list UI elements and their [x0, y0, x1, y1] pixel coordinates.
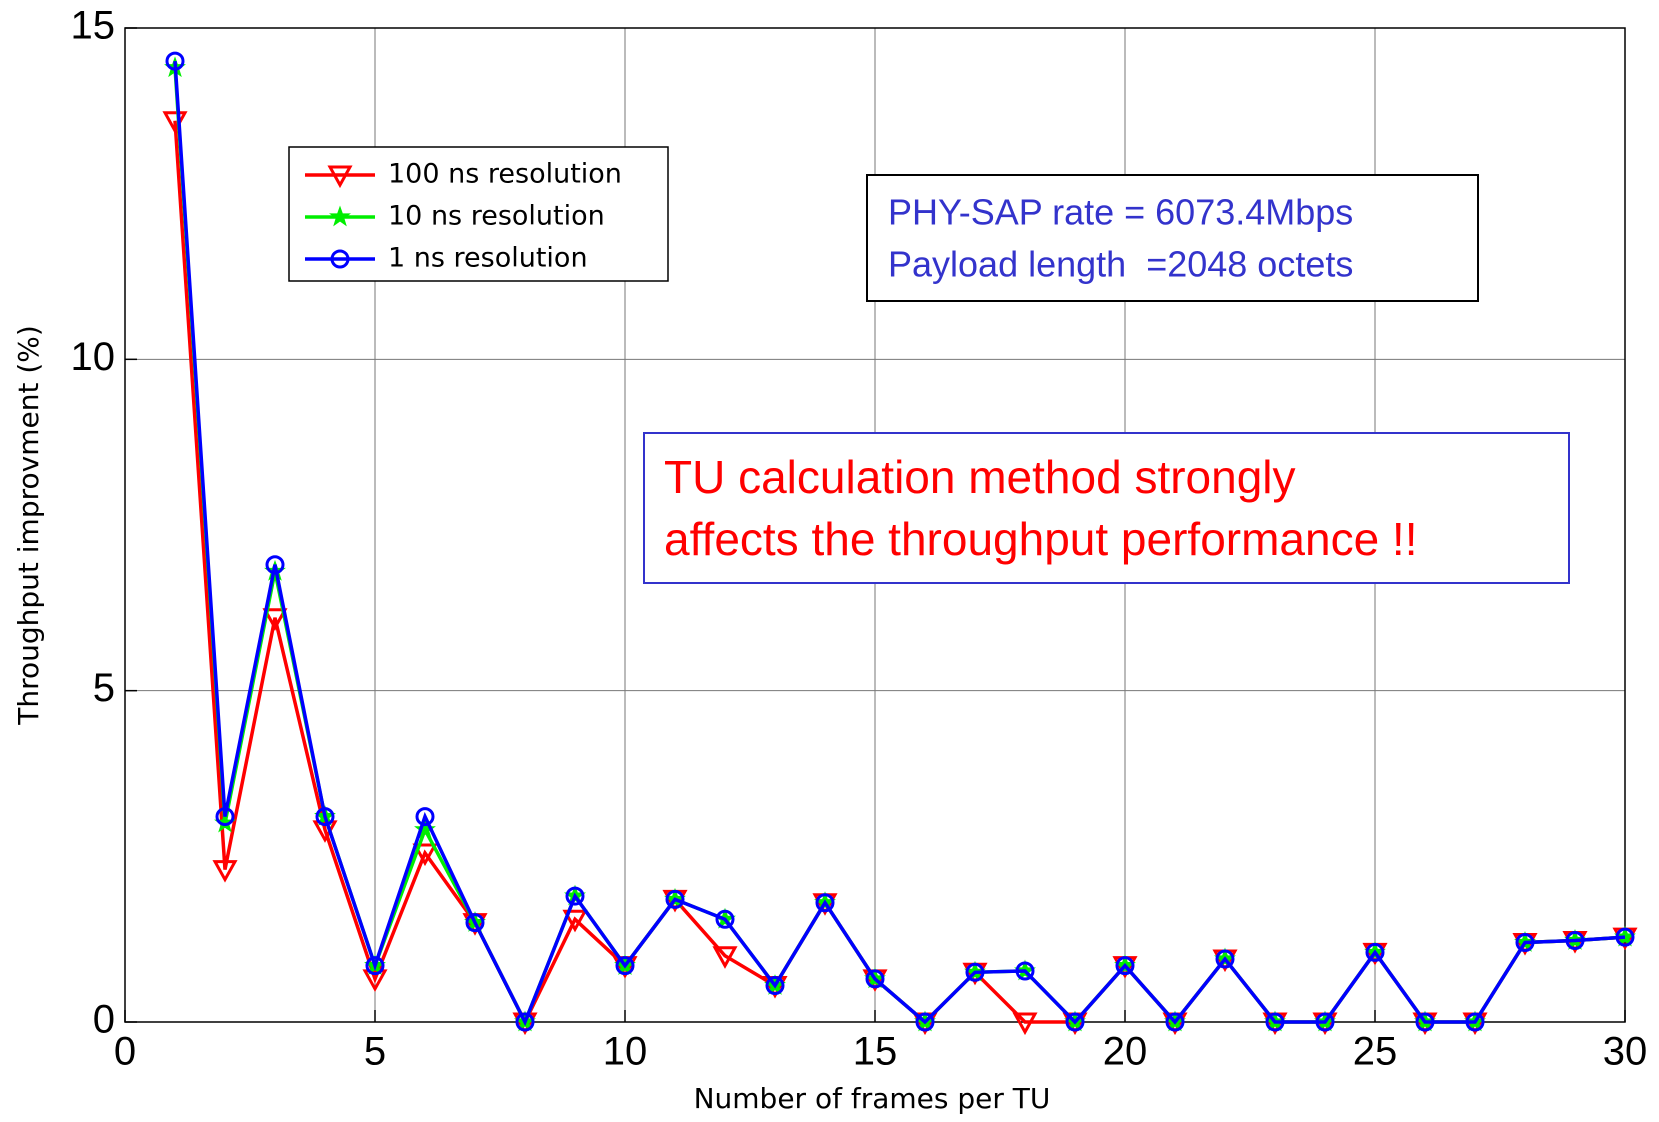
x-axis-label: Number of frames per TU — [694, 1082, 1051, 1115]
marker — [212, 860, 238, 883]
marker — [1365, 942, 1385, 962]
marker — [712, 946, 738, 969]
marker — [765, 976, 785, 996]
annotation-text: TU calculation method strongly — [664, 451, 1296, 503]
marker — [615, 956, 635, 976]
marker — [414, 818, 436, 840]
marker — [365, 956, 385, 976]
x-tick-label: 0 — [114, 1030, 136, 1074]
y-tick-label: 0 — [93, 998, 115, 1042]
annotation: TU calculation method strongly affects th… — [643, 432, 1570, 584]
marker — [1215, 949, 1235, 969]
marker — [562, 909, 588, 933]
x-tick-label: 20 — [1103, 1030, 1148, 1074]
annotation-text: Payload length =2048 octets — [888, 244, 1353, 285]
marker — [1415, 1012, 1435, 1032]
series-line — [173, 61, 1626, 1027]
annotation-box — [866, 174, 1479, 302]
legend: 100 ns resolution 10 ns resolution 1 ns re… — [288, 146, 669, 282]
x-tick-label: 30 — [1603, 1030, 1648, 1074]
y-tick-label: 5 — [93, 666, 115, 710]
marker — [965, 962, 985, 982]
legend-label: 100 ns resolution — [388, 159, 622, 190]
marker — [815, 893, 835, 913]
marker — [1615, 927, 1635, 947]
annotation-box — [643, 432, 1570, 584]
marker — [1315, 1012, 1335, 1032]
marker — [262, 608, 288, 631]
marker — [865, 969, 885, 989]
legend-marker — [327, 165, 353, 189]
marker — [315, 807, 335, 827]
marker — [1515, 932, 1535, 952]
x-tick-label: 15 — [853, 1030, 898, 1074]
annotation-text: PHY-SAP rate = 6073.4Mbps — [888, 192, 1353, 233]
x-tick-label: 5 — [364, 1030, 386, 1074]
y-tick-label: 10 — [71, 335, 116, 379]
marker — [1265, 1012, 1285, 1032]
marker — [412, 843, 438, 867]
y-tick-label: 15 — [71, 4, 116, 48]
marker — [1015, 961, 1035, 981]
marker — [1565, 930, 1585, 950]
marker — [1465, 1012, 1485, 1032]
marker — [1065, 1012, 1085, 1032]
marker — [565, 886, 585, 906]
marker — [165, 51, 185, 71]
marker — [515, 1012, 535, 1032]
marker — [215, 807, 235, 827]
legend-marker — [329, 205, 351, 227]
plot-frame — [124, 27, 1626, 1023]
marker — [915, 1012, 935, 1032]
marker — [1115, 956, 1135, 976]
x-tick-label: 10 — [603, 1030, 648, 1074]
legend-marker — [330, 249, 350, 269]
marker — [665, 889, 685, 909]
y-axis-label: Throughput improvment (%) — [12, 325, 45, 726]
marker — [465, 913, 485, 933]
marker — [1012, 1012, 1038, 1036]
legend-label: 1 ns resolution — [388, 243, 588, 274]
marker — [415, 807, 435, 827]
annotation-text: affects the throughput performance !! — [664, 513, 1418, 565]
marker — [265, 555, 285, 575]
annotation: PHY-SAP rate = 6073.4Mbps Payload length … — [866, 174, 1479, 302]
marker — [1165, 1012, 1185, 1032]
marker — [715, 909, 735, 929]
legend-label: 10 ns resolution — [388, 201, 605, 232]
x-tick-label: 25 — [1353, 1030, 1398, 1074]
